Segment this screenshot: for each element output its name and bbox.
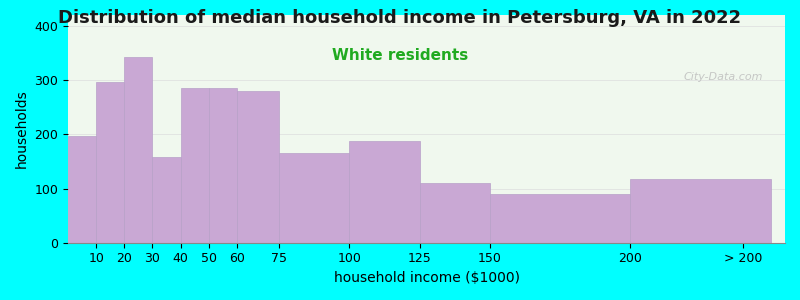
Bar	[490, 194, 630, 243]
Bar	[279, 153, 350, 243]
Text: City-Data.com: City-Data.com	[684, 72, 763, 82]
Y-axis label: households: households	[15, 89, 29, 168]
Text: Distribution of median household income in Petersburg, VA in 2022: Distribution of median household income …	[58, 9, 742, 27]
X-axis label: household income ($1000): household income ($1000)	[334, 271, 519, 285]
Bar	[237, 91, 279, 243]
Bar	[350, 141, 419, 243]
Bar	[153, 157, 181, 243]
Bar	[68, 136, 96, 243]
Bar	[124, 57, 153, 243]
Text: White residents: White residents	[332, 48, 468, 63]
Bar	[419, 183, 490, 243]
Bar	[96, 82, 124, 243]
Bar	[181, 88, 209, 243]
Bar	[209, 88, 237, 243]
Bar	[630, 179, 771, 243]
